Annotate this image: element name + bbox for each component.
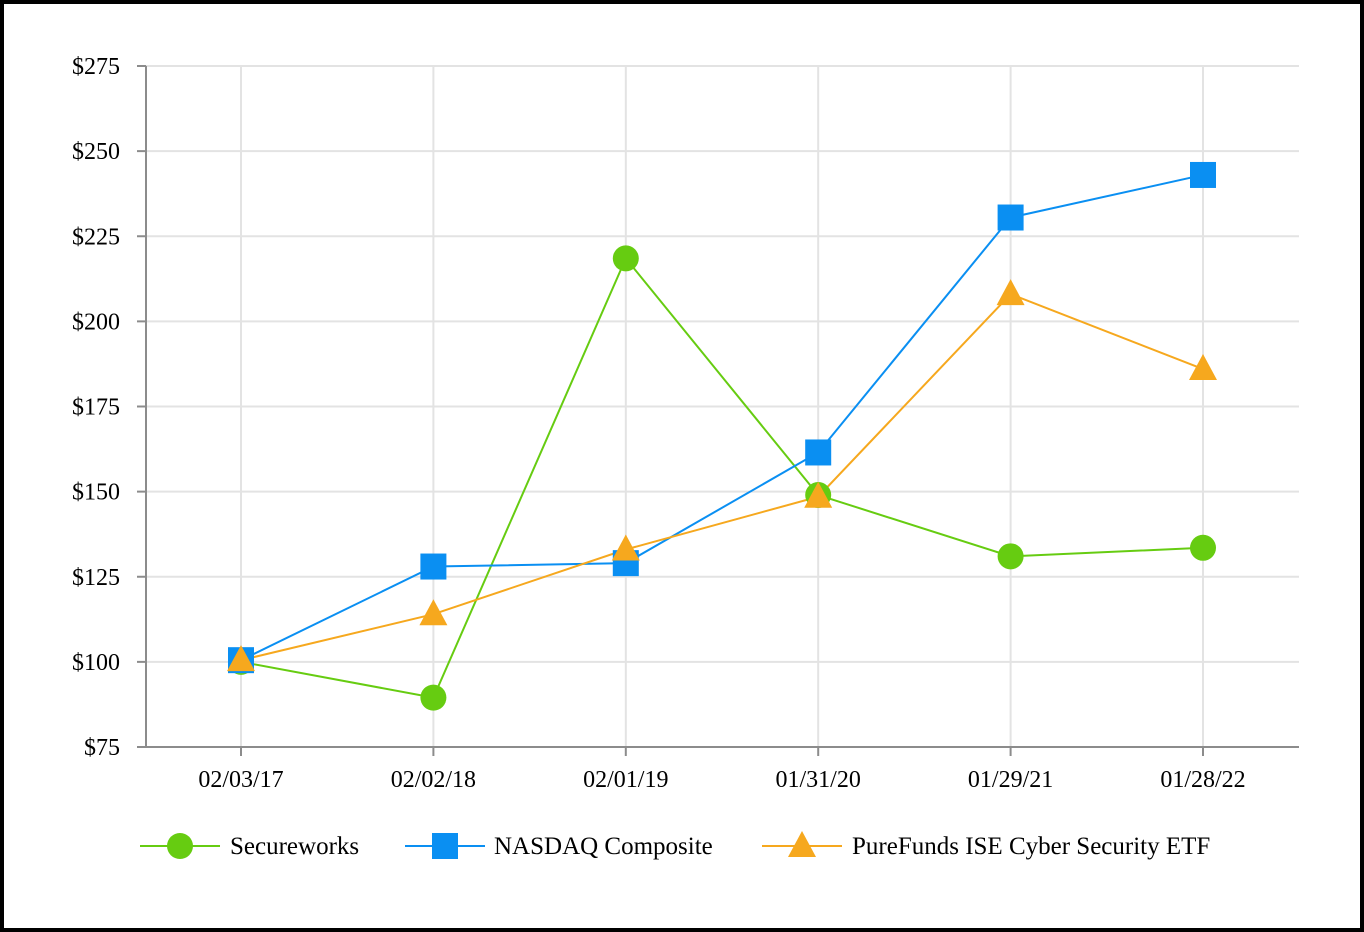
legend-marker-triangle <box>788 831 816 857</box>
series-line-1 <box>240 173 1204 662</box>
series-lines <box>240 173 1204 699</box>
data-point-square <box>997 204 1024 231</box>
data-point-triangle <box>996 279 1025 306</box>
legend-label: PureFunds ISE Cyber Security ETF <box>852 833 1210 860</box>
data-point-circle <box>1190 534 1216 561</box>
data-point-triangle <box>611 534 640 561</box>
data-point-triangle <box>419 599 448 626</box>
data-point-circle <box>612 245 639 272</box>
y-tick-label: $175 <box>72 395 120 421</box>
legend-label: Secureworks <box>230 833 359 860</box>
x-tick-label: 02/02/18 <box>391 767 476 793</box>
x-tick-label: 01/31/20 <box>776 767 861 793</box>
y-tick-label: $150 <box>72 480 120 506</box>
legend-marker-square <box>432 833 458 859</box>
data-point-square <box>805 439 832 466</box>
gridlines <box>146 65 1299 747</box>
tick-labels: $75 $100 $125 $150 $175 $200 $225 $250 $275 02/03… <box>72 54 1246 793</box>
series-markers <box>227 161 1217 711</box>
y-tick-label: $100 <box>72 650 120 676</box>
line-chart: $75 $100 $125 $150 $175 $200 $225 $250 $275 02/03… <box>72 54 1299 860</box>
series-line-0 <box>240 256 1204 699</box>
axes <box>137 65 1299 756</box>
y-tick-label: $225 <box>72 224 120 250</box>
y-tick-label: $200 <box>72 309 120 335</box>
y-tick-label: $275 <box>72 54 120 80</box>
x-tick-label: 02/01/19 <box>583 767 668 793</box>
data-point-triangle <box>804 481 833 508</box>
data-point-square <box>1190 161 1216 188</box>
y-tick-label: $125 <box>72 565 120 591</box>
y-tick-label: $75 <box>84 735 120 761</box>
data-point-circle <box>997 543 1024 570</box>
data-point-triangle <box>227 645 255 672</box>
data-point-square <box>420 553 447 580</box>
x-tick-label: 01/28/22 <box>1160 767 1245 793</box>
legend-label: NASDAQ Composite <box>494 833 713 860</box>
y-tick-label: $250 <box>72 139 120 165</box>
series-line-2 <box>240 292 1204 662</box>
data-point-circle <box>420 684 447 711</box>
legend-marker-circle <box>167 833 193 859</box>
x-tick-label: 02/03/17 <box>198 767 283 793</box>
x-tick-label: 01/29/21 <box>968 767 1053 793</box>
legend: Secureworks NASDAQ Composite PureFunds ISE… <box>140 831 1210 860</box>
data-point-triangle <box>1189 354 1217 381</box>
